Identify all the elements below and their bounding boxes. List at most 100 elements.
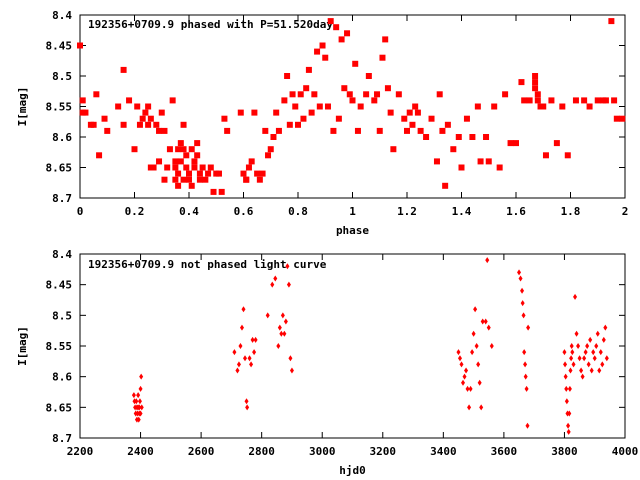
data-point bbox=[303, 85, 310, 92]
data-point bbox=[322, 54, 329, 61]
data-point bbox=[371, 97, 378, 104]
data-point bbox=[517, 269, 522, 276]
data-point bbox=[589, 367, 594, 374]
y-tick-label: 8.7 bbox=[52, 432, 72, 445]
data-point bbox=[188, 146, 195, 153]
data-point bbox=[186, 170, 192, 177]
data-point bbox=[594, 97, 601, 104]
data-point bbox=[126, 97, 133, 104]
data-point bbox=[270, 134, 277, 140]
data-point bbox=[153, 121, 160, 128]
data-point bbox=[592, 355, 597, 362]
data-point bbox=[595, 330, 600, 337]
data-point bbox=[194, 152, 201, 159]
data-point bbox=[569, 343, 574, 349]
data-point bbox=[450, 146, 457, 153]
data-point bbox=[513, 140, 519, 147]
data-point bbox=[273, 109, 280, 116]
data-point bbox=[604, 355, 609, 362]
data-point bbox=[548, 97, 555, 104]
data-point bbox=[330, 127, 337, 134]
data-point bbox=[191, 164, 198, 171]
data-point bbox=[316, 103, 323, 110]
data-point bbox=[285, 263, 290, 270]
data-point bbox=[569, 355, 574, 362]
x-tick-label: 3400 bbox=[430, 445, 457, 458]
data-point bbox=[191, 158, 198, 165]
data-point bbox=[180, 176, 187, 183]
data-point bbox=[138, 385, 143, 392]
data-point bbox=[382, 36, 389, 43]
data-point bbox=[354, 127, 361, 134]
data-point bbox=[244, 398, 249, 405]
data-point bbox=[521, 97, 528, 104]
data-point bbox=[496, 164, 503, 171]
data-point bbox=[457, 355, 462, 362]
data-point bbox=[455, 134, 462, 140]
data-point bbox=[136, 392, 141, 399]
data-point bbox=[196, 176, 203, 183]
data-point bbox=[523, 361, 528, 368]
data-point bbox=[456, 349, 461, 356]
data-point bbox=[286, 281, 291, 288]
data-point bbox=[139, 115, 146, 122]
data-point bbox=[221, 115, 228, 122]
data-point bbox=[341, 85, 348, 92]
data-point bbox=[267, 146, 274, 153]
data-point bbox=[414, 109, 421, 116]
data-point bbox=[308, 109, 315, 116]
data-point bbox=[465, 385, 470, 392]
data-point bbox=[463, 115, 470, 122]
data-point bbox=[579, 367, 584, 374]
x-tick-label: 1.6 bbox=[506, 205, 526, 218]
x-tick-label: 2200 bbox=[67, 445, 94, 458]
data-point bbox=[161, 176, 168, 183]
y-tick-label: 8.65 bbox=[46, 401, 73, 414]
data-point bbox=[571, 361, 576, 368]
data-point bbox=[169, 97, 176, 104]
data-point bbox=[534, 91, 541, 98]
x-tick-label: 0.2 bbox=[125, 205, 145, 218]
data-point bbox=[502, 91, 509, 98]
data-point bbox=[588, 336, 593, 343]
data-point bbox=[467, 404, 472, 411]
data-point bbox=[252, 349, 257, 356]
data-point bbox=[134, 103, 141, 110]
data-point bbox=[585, 343, 590, 349]
data-point bbox=[567, 410, 572, 417]
x-tick-label: 0 bbox=[77, 205, 84, 218]
data-point bbox=[145, 121, 152, 128]
data-point bbox=[352, 60, 359, 67]
data-point bbox=[324, 103, 331, 110]
data-point bbox=[559, 103, 566, 110]
data-point bbox=[564, 398, 569, 405]
data-point bbox=[239, 324, 244, 331]
data-point bbox=[183, 152, 190, 159]
data-point bbox=[581, 97, 588, 104]
data-point bbox=[365, 73, 372, 79]
x-tick-label: 1.4 bbox=[452, 205, 472, 218]
data-point bbox=[247, 355, 252, 362]
data-point bbox=[138, 410, 143, 417]
data-point bbox=[305, 66, 312, 73]
data-point bbox=[145, 103, 152, 110]
data-point bbox=[534, 97, 541, 104]
y-axis-title: I[mag] bbox=[16, 326, 29, 366]
y-tick-label: 8.6 bbox=[52, 131, 72, 144]
data-point bbox=[395, 91, 402, 98]
data-point bbox=[319, 42, 326, 49]
data-point bbox=[236, 361, 241, 368]
x-axis-title: phase bbox=[336, 224, 369, 237]
data-point bbox=[90, 121, 97, 128]
data-point bbox=[563, 373, 568, 380]
data-point bbox=[136, 121, 143, 128]
data-point bbox=[417, 127, 424, 134]
data-point bbox=[297, 91, 304, 98]
y-tick-label: 8.6 bbox=[52, 371, 72, 384]
data-point bbox=[346, 91, 353, 98]
data-point bbox=[139, 373, 144, 380]
data-point bbox=[254, 170, 261, 177]
data-point bbox=[259, 170, 266, 177]
data-point bbox=[613, 115, 620, 122]
data-point bbox=[474, 103, 481, 110]
